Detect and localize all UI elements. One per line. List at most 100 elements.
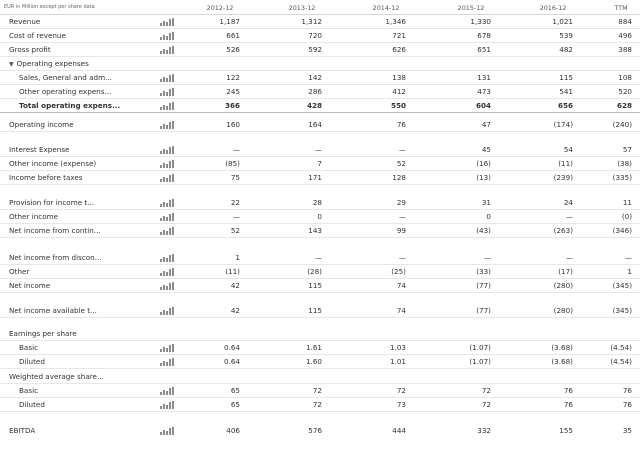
bar-chart-icon[interactable] [160,160,174,168]
row-value: 1.01 [389,357,406,366]
row-value: 42 [230,306,240,315]
bar-chart-icon[interactable] [160,121,174,129]
row-value: (43) [476,226,491,235]
row-value: 1 [627,267,632,276]
table-row: Sales, General and adm... 122 142 138 13… [0,71,640,85]
row-label: EBITDA [9,426,36,435]
bar-chart-icon[interactable] [160,401,174,409]
row-value: 1,312 [301,17,322,26]
row-value: 65 [230,400,240,409]
group-header-operating-expenses[interactable]: ▼ Operating expenses [0,57,640,71]
row-value: — [398,212,406,221]
bar-chart-icon[interactable] [160,227,174,235]
row-value: (3.68) [551,357,573,366]
row-value: — [398,253,406,262]
column-header: TTM [614,4,628,12]
row-value: 74 [396,281,406,290]
row-value: 76 [622,386,632,395]
column-header: 2015-12 [457,4,485,12]
row-label: Other operating expens... [19,87,112,96]
row-value: 73 [396,400,406,409]
row-value: 592 [308,45,322,54]
row-value: 24 [563,198,573,207]
row-value: 1.03 [389,343,406,352]
bar-chart-icon[interactable] [160,358,174,366]
caret-down-icon[interactable]: ▼ [9,61,14,68]
table-row-total: Total operating expens... 366 428 550 60… [0,99,640,113]
row-value: 143 [308,226,322,235]
row-value: (17) [558,267,573,276]
table-row: Other operating expens... 245 286 412 47… [0,85,640,99]
column-header: 2014-12 [372,4,400,12]
bar-chart-icon[interactable] [160,88,174,96]
table-row: Net income available t... 42 115 74 (77)… [0,304,640,318]
row-value: 444 [392,426,406,435]
row-value: 11 [622,198,632,207]
bar-chart-icon[interactable] [160,387,174,395]
row-value: 520 [618,87,632,96]
row-value: 496 [618,31,632,40]
table-row: Operating income 160 164 76 47 (174) (24… [0,118,640,132]
group-header-weighted-average-shares: Weighted average share... [0,370,640,384]
row-value: — [232,212,240,221]
row-label: Gross profit [9,45,51,54]
row-label: Net income from discon... [9,253,102,262]
bar-chart-icon[interactable] [160,32,174,40]
bar-chart-icon[interactable] [160,282,174,290]
row-label: Basic [19,386,39,395]
row-value: 42 [230,281,240,290]
bar-chart-icon[interactable] [160,213,174,221]
row-value: (11) [225,267,240,276]
row-value: (346) [612,226,632,235]
row-label: Operating income [9,120,74,129]
row-value: 128 [392,173,406,182]
table-row: Diluted 0.64 1.60 1.01 (1.07) (3.68) (4.… [0,355,640,369]
table-row: Diluted 65 72 73 72 76 76 [0,398,640,412]
bar-chart-icon[interactable] [160,254,174,262]
row-value: 332 [477,426,491,435]
row-value: 54 [563,145,573,154]
row-label: Other [9,267,30,276]
row-value: 45 [481,145,491,154]
table-row: EBITDA 406 576 444 332 155 35 [0,424,640,438]
row-value: (4.54) [610,343,632,352]
row-value: (11) [558,159,573,168]
row-value: 604 [475,101,491,110]
row-value: (280) [553,281,573,290]
bar-chart-icon[interactable] [160,102,174,110]
row-value: 57 [622,145,632,154]
bar-chart-icon[interactable] [160,268,174,276]
row-value: 74 [396,306,406,315]
bar-chart-icon[interactable] [160,146,174,154]
bar-chart-icon[interactable] [160,74,174,82]
row-value: 678 [477,31,491,40]
bar-chart-icon[interactable] [160,344,174,352]
row-label: Total operating expens... [19,101,121,110]
table-row: Interest Expense — — — 45 54 57 [0,143,640,157]
row-value: 0 [486,212,491,221]
row-value: — [232,145,240,154]
row-value: (33) [476,267,491,276]
row-value: 160 [226,120,240,129]
row-value: 412 [392,87,406,96]
row-value: 388 [618,45,632,54]
row-value: 72 [481,400,491,409]
bar-chart-icon[interactable] [160,46,174,54]
row-value: (4.54) [610,357,632,366]
row-value: 115 [308,281,322,290]
row-value: 656 [557,101,573,110]
bar-chart-icon[interactable] [160,199,174,207]
bar-chart-icon[interactable] [160,174,174,182]
bar-chart-icon[interactable] [160,307,174,315]
bar-chart-icon[interactable] [160,427,174,435]
row-label: Income before taxes [9,173,83,182]
row-value: (0) [621,212,632,221]
bar-chart-icon[interactable] [160,18,174,26]
row-value: 115 [559,73,573,82]
row-value: (345) [612,306,632,315]
row-value: 99 [396,226,406,235]
row-value: 22 [230,198,240,207]
row-value: 52 [230,226,240,235]
row-value: 1.61 [305,343,322,352]
table-row: Net income from contin... 52 143 99 (43)… [0,224,640,238]
